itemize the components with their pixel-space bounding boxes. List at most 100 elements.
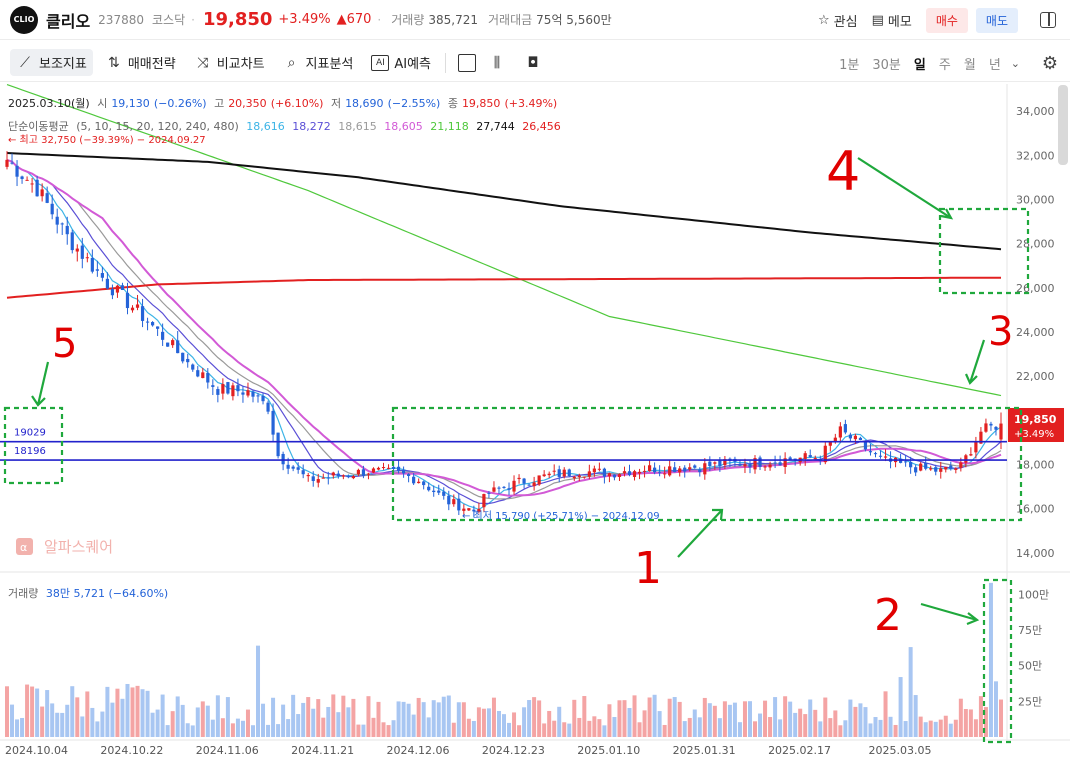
volume-bar xyxy=(381,722,386,737)
scrollbar-thumb[interactable] xyxy=(1058,85,1068,165)
candle-body xyxy=(632,471,637,477)
candle-body xyxy=(236,385,240,392)
candle-body xyxy=(171,340,175,346)
candle-body xyxy=(838,426,842,438)
side-panel-icon[interactable] xyxy=(1040,12,1056,28)
candle-type-button[interactable]: ⫼ xyxy=(482,51,512,75)
volume-bar xyxy=(712,705,717,737)
volume-bar xyxy=(853,706,858,737)
volume-bar xyxy=(557,706,562,737)
price-chart[interactable]: 34,000 32,000 30,000 28,000 26,000 24,000 22,0… xyxy=(0,84,1070,768)
candle-body xyxy=(70,232,74,251)
volume-bar xyxy=(230,723,235,737)
annotation-number-5: 5 xyxy=(52,321,77,367)
volume-bar xyxy=(667,698,672,737)
chevron-down-icon[interactable]: ⌄ xyxy=(1010,56,1020,70)
volume-bar xyxy=(833,710,838,737)
time-tick-label: 2024.12.06 xyxy=(387,744,450,757)
candle-body xyxy=(567,469,571,477)
candle-body xyxy=(396,466,401,471)
ma-label: 단순이동평균 xyxy=(8,120,69,133)
indicator-button[interactable]: ⟋ 보조지표 xyxy=(10,49,93,76)
volume-bar xyxy=(632,695,637,737)
indicator-icon: ⟋ xyxy=(20,54,30,71)
candle-body xyxy=(271,410,275,435)
high-label: 고 xyxy=(214,97,225,110)
candle-body xyxy=(266,402,270,412)
candle-body xyxy=(462,508,466,511)
volume-bar xyxy=(768,717,773,737)
volume-bar xyxy=(150,712,155,737)
candle-body xyxy=(40,189,44,197)
candle-body xyxy=(833,437,837,442)
volume-bar xyxy=(587,720,592,737)
buy-button[interactable]: 매수 xyxy=(925,7,968,33)
period-30min[interactable]: 30분 xyxy=(872,57,901,73)
watchlist-button[interactable]: ☆ 관심 xyxy=(818,11,858,30)
candle-body xyxy=(924,462,928,469)
candle-body xyxy=(145,321,150,323)
ma240-line xyxy=(6,152,1002,251)
candle-body xyxy=(562,469,566,477)
volume-bar xyxy=(130,687,135,737)
arrow-head-icon xyxy=(940,208,954,220)
ai-chip-icon: AI xyxy=(371,54,390,71)
time-tick-label: 2024.10.22 xyxy=(100,744,163,757)
memo-button[interactable]: ▤ 메모 xyxy=(872,11,912,30)
period-1min[interactable]: 1분 xyxy=(839,57,860,73)
candle-body xyxy=(35,179,39,197)
compare-button[interactable]: ⤨ 비교차트 xyxy=(188,49,271,76)
candle-body xyxy=(311,476,315,482)
strategy-button[interactable]: ⇅ 매매전략 xyxy=(99,49,182,76)
candle-body xyxy=(261,395,265,402)
candle-body xyxy=(95,269,99,271)
ai-predict-button[interactable]: AI AI예측 xyxy=(365,49,437,76)
ma15-line xyxy=(6,159,1002,500)
candle-body xyxy=(110,289,115,296)
period-year[interactable]: 년 xyxy=(988,57,1001,73)
candle-body xyxy=(301,470,305,475)
volume-bar xyxy=(115,688,120,737)
volume-bar xyxy=(928,720,933,737)
candle-body xyxy=(517,477,521,480)
volume-bar xyxy=(155,709,160,737)
volume-bars xyxy=(5,582,1003,737)
candle-body xyxy=(306,475,310,477)
volume-bar xyxy=(758,713,763,737)
volume-bar xyxy=(426,717,431,737)
candle-body xyxy=(90,258,94,272)
volume-bar xyxy=(215,695,220,737)
period-month[interactable]: 월 xyxy=(963,57,976,73)
volume-bar xyxy=(185,723,190,737)
candle-body xyxy=(361,469,366,476)
volume-tick-label: 50만 xyxy=(1018,660,1042,673)
volume-bar xyxy=(356,724,361,737)
period-week[interactable]: 주 xyxy=(938,57,951,73)
volume-bar xyxy=(170,711,175,737)
candle-body xyxy=(678,468,682,473)
volume-bar xyxy=(963,709,968,737)
close-label: 종 xyxy=(447,97,458,110)
candle-body xyxy=(391,466,396,469)
volume-bar xyxy=(411,714,416,737)
screenshot-button[interactable]: ◘ xyxy=(518,51,548,75)
candle-body xyxy=(512,480,516,492)
annotation-box-levels xyxy=(3,406,64,485)
candle-body xyxy=(944,466,948,470)
time-tick-label: 2024.10.04 xyxy=(5,744,68,757)
candle-body xyxy=(140,306,145,321)
time-tick-label: 2024.11.21 xyxy=(291,744,354,757)
candle-body xyxy=(326,477,330,479)
volume-bar xyxy=(266,724,271,737)
period-day[interactable]: 일 xyxy=(913,57,926,73)
analysis-button[interactable]: ⌕ 지표분석 xyxy=(277,49,360,76)
compare-label: 비교차트 xyxy=(216,57,265,72)
square-icon[interactable] xyxy=(458,53,477,72)
volume-bar xyxy=(311,708,316,737)
sell-button[interactable]: 매도 xyxy=(975,7,1018,33)
gear-icon[interactable]: ⚙ xyxy=(1041,53,1058,74)
ma15-value: 18,615 xyxy=(338,120,377,133)
volume-bar xyxy=(622,700,627,737)
volume-bar xyxy=(135,685,140,737)
volume-bar xyxy=(532,697,537,737)
